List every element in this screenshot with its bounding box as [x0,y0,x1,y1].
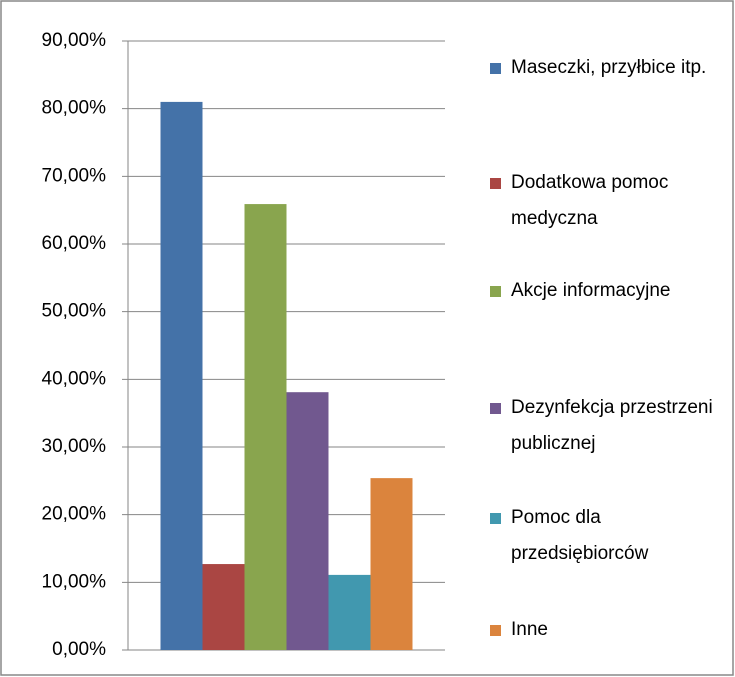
legend-swatch [490,625,501,636]
legend-label: Pomoc dla przedsiębiorców [511,507,649,564]
y-tick-label: 60,00% [42,233,107,254]
bar [244,204,287,650]
legend-label: Inne [511,619,548,640]
bar [370,478,413,650]
y-tick-label: 90,00% [42,30,107,51]
y-tick-label: 30,00% [42,436,107,457]
y-tick-label: 50,00% [42,301,107,322]
legend-label: Dodatkowa pomoc medyczna [511,172,669,229]
legend-swatch [490,513,501,524]
y-tick-label: 0,00% [52,639,106,660]
legend-label: Dezynfekcja przestrzeni publicznej [511,397,713,454]
legend-swatch [490,286,501,297]
legend-swatch [490,178,501,189]
legend-label: Maseczki, przyłbice itp. [511,57,707,78]
y-tick-label: 80,00% [42,98,107,119]
y-tick-label: 40,00% [42,368,107,389]
bar [286,392,329,650]
legend-swatch [490,63,501,74]
y-tick-label: 70,00% [42,165,107,186]
legend-label: Akcje informacyjne [511,280,671,301]
bar [328,574,371,650]
legend-swatch [490,403,501,414]
bar [160,101,203,650]
bar [202,564,245,650]
y-tick-label: 20,00% [42,504,107,525]
y-tick-label: 10,00% [42,571,107,592]
